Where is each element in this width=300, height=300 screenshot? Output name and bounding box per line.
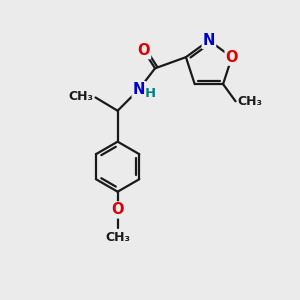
Text: H: H <box>144 87 156 100</box>
Text: O: O <box>138 43 150 58</box>
Text: O: O <box>226 50 238 65</box>
Text: CH₃: CH₃ <box>68 89 93 103</box>
Text: N: N <box>203 33 215 48</box>
Text: O: O <box>111 202 124 217</box>
Text: CH₃: CH₃ <box>105 231 130 244</box>
Text: N: N <box>133 82 145 97</box>
Text: CH₃: CH₃ <box>237 95 262 108</box>
